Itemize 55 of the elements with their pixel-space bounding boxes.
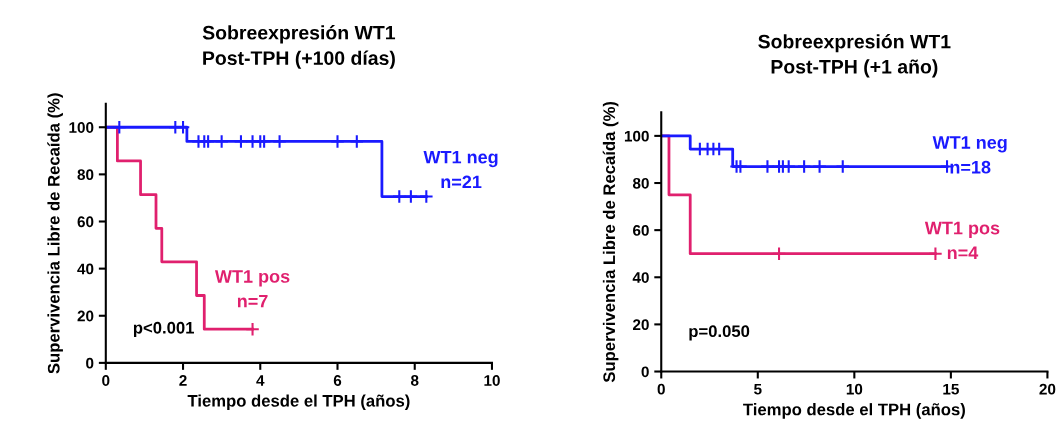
annotation: p=0.050 <box>689 325 750 341</box>
point <box>272 134 287 149</box>
series-label: WT1 neg n=21 <box>423 150 498 189</box>
x-tick-label: 10 <box>484 375 500 386</box>
y-tick-label: 100 <box>69 122 94 133</box>
point <box>112 119 127 135</box>
point <box>245 321 260 337</box>
x-axis-title: Tiempo desde el TPH (años) <box>187 394 410 411</box>
y-tick-label: 20 <box>632 319 649 331</box>
x-axis-title: Tiempo desde el TPH (años) <box>743 403 965 419</box>
chart-title: Sobreexpresión WT1 Post-TPH (+100 días) <box>202 25 396 69</box>
series-label: WT1 neg n=18 <box>932 136 1007 174</box>
y-axis-title: Supervivencia Libre de Recaída (%) <box>47 93 63 374</box>
series-label: WT1 pos n=4 <box>924 221 1000 259</box>
y-tick-label: 60 <box>633 225 649 236</box>
y-tick-label: 0 <box>86 357 94 369</box>
point <box>771 246 787 261</box>
point <box>200 134 216 149</box>
y-tick-label: 0 <box>641 366 649 378</box>
y-tick-label: 20 <box>77 310 94 322</box>
x-tick-label: 0 <box>657 383 665 395</box>
point <box>175 119 191 135</box>
y-axis-title: Supervivencia Libre de Recaída (%) <box>602 101 619 383</box>
chart-title: Sobreexpresión WT1 Post-TPH (+1 año) <box>758 34 951 78</box>
point <box>256 134 272 149</box>
point <box>835 159 851 174</box>
x-tick-label: 4 <box>256 375 265 386</box>
x-tick-label: 10 <box>846 383 863 395</box>
x-tick-label: 8 <box>410 375 419 386</box>
point <box>349 134 365 149</box>
point <box>812 159 827 174</box>
y-tick-label: 40 <box>77 263 94 275</box>
y-tick-label: 80 <box>77 169 94 181</box>
x-tick-label: 6 <box>333 375 342 386</box>
y-tick-label: 60 <box>77 216 94 228</box>
point <box>392 189 407 204</box>
x-tick-label: 0 <box>102 375 110 386</box>
y-tick-label: 100 <box>624 130 649 142</box>
x-tick-label: 5 <box>754 383 762 395</box>
x-tick-label: 15 <box>943 383 959 395</box>
point <box>403 189 419 204</box>
point <box>733 159 748 174</box>
x-tick-label: 20 <box>1039 383 1056 395</box>
y-tick-label: 40 <box>632 272 649 283</box>
point <box>760 159 775 174</box>
point <box>233 134 249 149</box>
annotation: p<0.001 <box>133 321 194 337</box>
x-tick-label: 2 <box>179 375 187 386</box>
y-tick-label: 80 <box>632 177 649 189</box>
point <box>214 134 229 149</box>
point <box>796 159 812 174</box>
point <box>928 246 943 261</box>
series-label: WT1 pos n=7 <box>214 270 290 308</box>
point <box>419 189 434 204</box>
point <box>330 134 345 149</box>
